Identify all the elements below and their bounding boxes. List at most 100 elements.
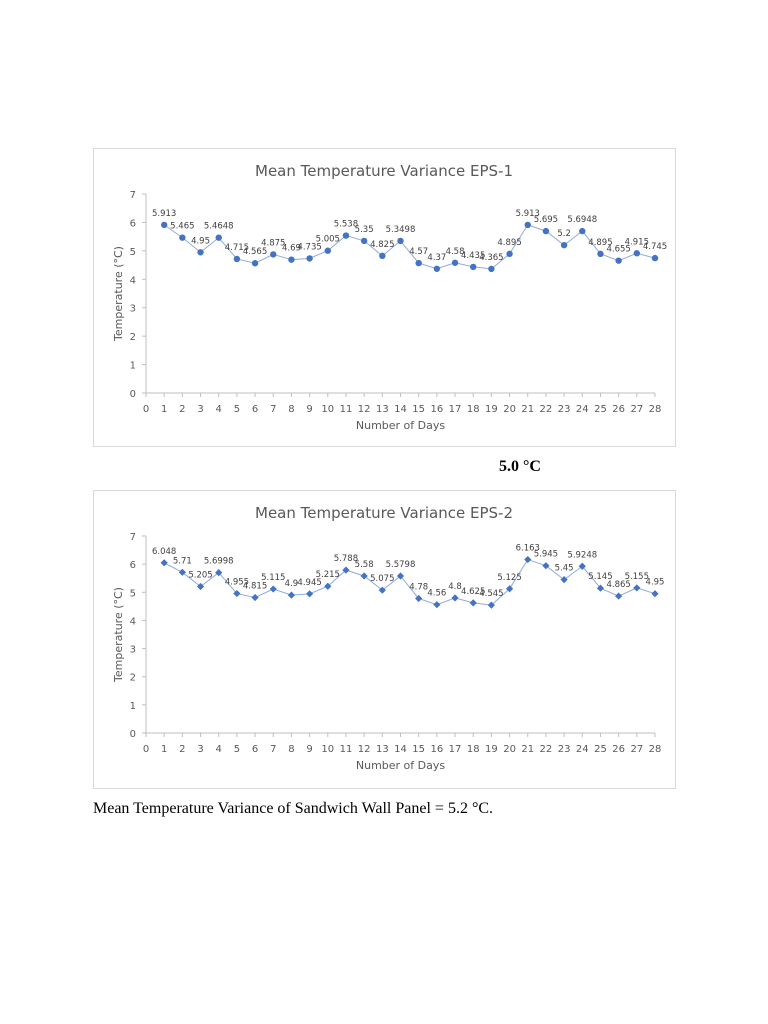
data-label: 4.435 (461, 251, 485, 261)
x-tick-label: 12 (358, 404, 371, 415)
data-point (324, 247, 331, 254)
data-point (505, 585, 514, 593)
x-tick-label: 25 (594, 744, 607, 755)
data-point (433, 601, 441, 609)
chart-svg: Mean Temperature Variance EPS-1012345670… (112, 162, 667, 432)
data-label: 4.545 (479, 589, 503, 599)
x-tick-label: 10 (321, 404, 334, 415)
data-point (560, 576, 568, 584)
data-label: 5.788 (334, 554, 358, 564)
data-label: 5.913 (516, 209, 540, 219)
data-label: 4.915 (625, 237, 649, 247)
data-label: 4.78 (409, 582, 428, 592)
data-label: 4.865 (606, 580, 630, 590)
y-tick-label: 5 (130, 247, 136, 258)
x-tick-label: 26 (612, 744, 625, 755)
data-point (306, 255, 313, 262)
y-tick-label: 1 (130, 701, 136, 712)
data-point (269, 585, 277, 593)
x-tick-label: 1 (161, 744, 167, 755)
data-point (415, 594, 423, 603)
x-tick-label: 0 (143, 744, 149, 755)
data-label: 4.8 (448, 582, 462, 592)
data-point (596, 584, 605, 592)
data-label: 4.895 (497, 238, 521, 248)
y-tick-label: 2 (130, 673, 136, 684)
data-point (160, 559, 168, 567)
data-point (433, 265, 441, 272)
x-tick-label: 12 (358, 744, 371, 755)
x-tick-label: 14 (394, 744, 407, 755)
data-point (524, 221, 531, 229)
series-line (163, 558, 656, 606)
data-label: 5.538 (334, 220, 358, 230)
x-tick-label: 28 (649, 404, 662, 415)
data-label: 5.695 (534, 215, 558, 225)
y-tick-label: 3 (130, 304, 136, 315)
data-label: 4.895 (588, 238, 612, 248)
data-point (160, 221, 168, 229)
data-point (270, 251, 277, 258)
x-tick-label: 11 (340, 744, 353, 755)
x-tick-label: 20 (503, 404, 516, 415)
data-point (251, 260, 259, 267)
data-point (560, 241, 568, 249)
x-tick-label: 27 (630, 404, 643, 415)
y-tick-label: 7 (130, 190, 136, 201)
x-tick-label: 18 (467, 404, 480, 415)
data-point (215, 234, 222, 241)
data-label: 4.365 (479, 253, 503, 263)
data-point (524, 555, 532, 564)
data-label: 5.58 (355, 560, 374, 570)
x-tick-label: 25 (594, 404, 607, 415)
x-axis-label: Number of Days (356, 419, 446, 432)
data-label: 5.945 (534, 550, 558, 560)
x-tick-label: 6 (252, 744, 258, 755)
data-point (360, 237, 368, 245)
data-label: 5.3498 (386, 225, 416, 235)
data-label: 4.95 (191, 236, 210, 246)
data-label: 4.565 (243, 247, 267, 257)
data-label: 4.735 (297, 242, 321, 252)
data-point (233, 255, 241, 263)
y-tick-label: 0 (130, 729, 136, 740)
data-label: 4.745 (643, 242, 667, 252)
y-tick-label: 6 (130, 560, 136, 571)
data-label: 5.465 (170, 222, 194, 232)
data-label: 5.205 (188, 571, 212, 581)
data-label: 5.2 (557, 229, 571, 239)
y-tick-label: 5 (130, 588, 136, 599)
x-tick-label: 17 (449, 404, 462, 415)
data-point (579, 227, 586, 235)
chart-eps-1: Mean Temperature Variance EPS-1 0 1 2 3 4 5 6 7 0… (93, 148, 676, 447)
data-label: 5.155 (625, 572, 649, 582)
data-label: 5.913 (152, 209, 176, 219)
x-tick-label: 13 (376, 404, 389, 415)
data-label: 5.6998 (204, 557, 234, 567)
data-point (542, 562, 550, 570)
chart-eps-2: Mean Temperature Variance EPS-2 0 1 2 3 4 5 6 7 0… (93, 490, 676, 789)
data-label: 4.57 (409, 247, 428, 257)
y-axis-label: Temperature (°C) (112, 246, 125, 342)
x-tick-label: 9 (306, 744, 312, 755)
x-tick-label: 16 (430, 744, 443, 755)
x-tick-label: 10 (321, 744, 334, 755)
data-point (179, 234, 186, 241)
data-label: 4.625 (461, 587, 485, 597)
data-point (633, 584, 641, 592)
y-tick-label: 4 (130, 275, 136, 286)
x-tick-label: 23 (558, 744, 571, 755)
data-label: 4.9 (285, 579, 299, 589)
x-tick-label: 21 (521, 744, 534, 755)
x-tick-label: 17 (449, 744, 462, 755)
data-label: 4.875 (261, 238, 285, 248)
data-point (487, 601, 495, 609)
data-label: 6.163 (516, 544, 540, 554)
data-label: 4.95 (646, 578, 665, 588)
series-line (163, 224, 656, 270)
x-tick-label: 24 (576, 404, 589, 415)
data-label: 5.215 (316, 570, 340, 580)
data-point (597, 250, 604, 258)
x-tick-label: 5 (234, 404, 240, 415)
